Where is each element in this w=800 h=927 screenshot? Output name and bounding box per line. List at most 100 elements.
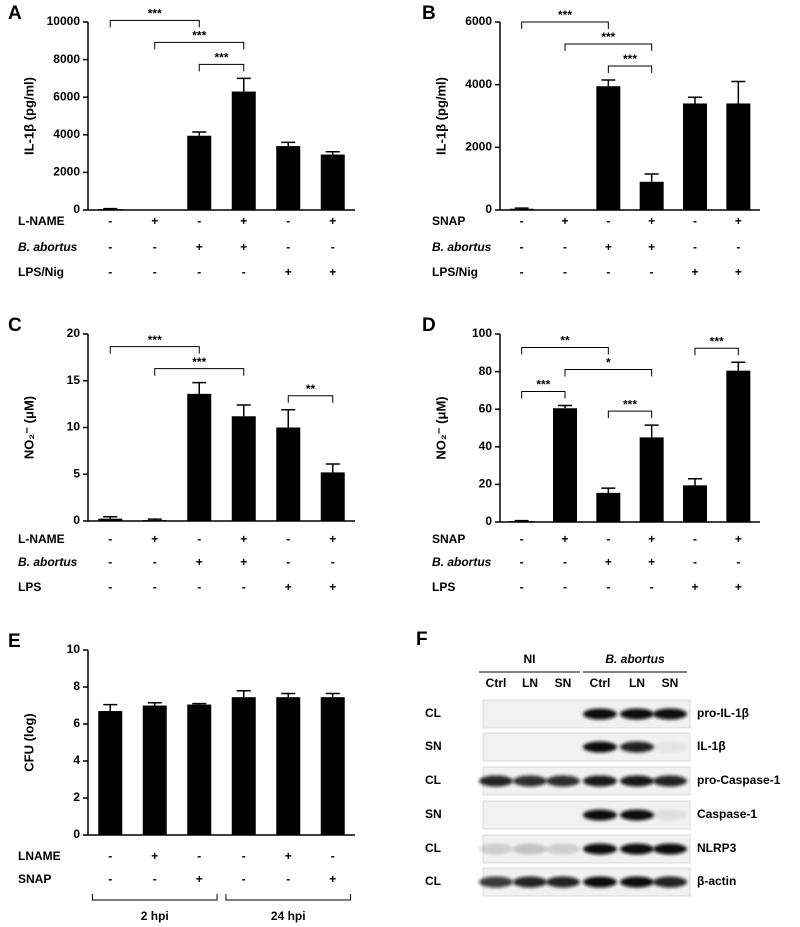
significance-bracket bbox=[694, 347, 739, 356]
condition-sign: + bbox=[285, 849, 292, 863]
y-tick-label: 60 bbox=[479, 401, 493, 415]
panel-label: F bbox=[416, 629, 428, 650]
blot-band bbox=[583, 708, 617, 720]
significance-label: *** bbox=[623, 397, 637, 411]
blot-band bbox=[513, 876, 547, 888]
condition-sign: + bbox=[329, 872, 336, 886]
condition-sign: + bbox=[240, 214, 247, 228]
blot-band bbox=[583, 809, 617, 821]
condition-sign: + bbox=[691, 265, 698, 279]
condition-sign: - bbox=[650, 580, 654, 594]
y-tick-label: 2000 bbox=[465, 140, 492, 154]
significance-bracket bbox=[109, 19, 200, 28]
significance-label: *** bbox=[558, 8, 572, 22]
y-axis-label: IL-1β (pg/ml) bbox=[21, 77, 36, 155]
significance-label: ** bbox=[306, 382, 316, 396]
group-bracket bbox=[91, 894, 218, 901]
y-tick-label: 40 bbox=[479, 439, 493, 453]
bar bbox=[639, 181, 664, 210]
blot-band bbox=[620, 741, 654, 753]
significance-label: *** bbox=[710, 334, 724, 348]
condition-sign: - bbox=[242, 849, 246, 863]
error-bar bbox=[192, 702, 207, 705]
condition-sign: + bbox=[151, 214, 158, 228]
blot-band bbox=[653, 843, 687, 855]
error-bar bbox=[147, 518, 162, 521]
bar bbox=[320, 697, 345, 835]
condition-sign: + bbox=[648, 240, 655, 254]
condition-sign: - bbox=[693, 240, 697, 254]
bar bbox=[142, 705, 167, 835]
condition-sign: - bbox=[108, 265, 112, 279]
condition-sign: + bbox=[329, 214, 336, 228]
panel-label: E bbox=[8, 631, 21, 652]
blot-band bbox=[513, 843, 547, 855]
error-bar bbox=[731, 361, 746, 371]
bar bbox=[98, 209, 123, 210]
condition-sign: - bbox=[197, 580, 201, 594]
condition-sign: - bbox=[108, 240, 112, 254]
error-bar bbox=[147, 701, 162, 706]
significance-bracket bbox=[521, 390, 566, 399]
condition-label: B. abortus bbox=[432, 555, 492, 569]
blot-band bbox=[479, 876, 513, 888]
lane-label: Ctrl bbox=[486, 676, 507, 690]
bar bbox=[276, 427, 301, 521]
condition-sign: + bbox=[240, 555, 247, 569]
y-tick-label: 6000 bbox=[465, 14, 492, 28]
significance-bracket bbox=[607, 410, 653, 419]
panel-label: C bbox=[8, 315, 22, 336]
blot-band bbox=[546, 843, 580, 855]
significance-label: * bbox=[606, 356, 611, 370]
error-bar bbox=[103, 703, 118, 712]
blot-band bbox=[479, 843, 513, 855]
blot-band bbox=[620, 775, 654, 787]
condition-sign: - bbox=[650, 265, 654, 279]
significance-bracket bbox=[607, 65, 653, 73]
protein-label: Caspase-1 bbox=[697, 807, 757, 821]
bar bbox=[726, 103, 751, 210]
error-bar bbox=[192, 381, 207, 394]
y-tick-label: 4 bbox=[73, 753, 80, 767]
condition-sign: - bbox=[153, 580, 157, 594]
fraction-label: CL bbox=[425, 706, 441, 720]
y-tick-label: 0 bbox=[73, 827, 80, 841]
condition-sign: - bbox=[197, 265, 201, 279]
fraction-label: CL bbox=[425, 773, 441, 787]
condition-sign: + bbox=[735, 214, 742, 228]
error-bar bbox=[514, 207, 529, 209]
significance-bracket bbox=[521, 346, 609, 355]
blot-band bbox=[653, 876, 687, 888]
significance-bracket bbox=[564, 43, 653, 51]
y-tick-label: 5 bbox=[73, 466, 80, 480]
protein-label: β-actin bbox=[697, 874, 736, 888]
condition-sign: - bbox=[520, 532, 524, 546]
bar bbox=[231, 91, 256, 210]
error-bar bbox=[236, 404, 251, 417]
blot-band bbox=[653, 708, 687, 720]
blot-band bbox=[653, 775, 687, 787]
condition-sign: - bbox=[736, 240, 740, 254]
condition-sign: - bbox=[153, 240, 157, 254]
condition-sign: - bbox=[606, 580, 610, 594]
significance-bracket bbox=[154, 41, 245, 50]
condition-sign: - bbox=[242, 580, 246, 594]
bar bbox=[596, 86, 621, 210]
lane-label: LN bbox=[522, 676, 538, 690]
blot-band bbox=[479, 775, 513, 787]
y-tick-label: 6 bbox=[73, 716, 80, 730]
condition-sign: - bbox=[286, 872, 290, 886]
y-axis-label: IL-1β (pg/ml) bbox=[433, 77, 448, 155]
bar bbox=[509, 208, 534, 210]
condition-label: SNAP bbox=[432, 214, 465, 228]
error-bar bbox=[731, 80, 746, 104]
condition-sign: + bbox=[648, 555, 655, 569]
condition-sign: - bbox=[693, 214, 697, 228]
condition-sign: - bbox=[286, 532, 290, 546]
bar bbox=[231, 416, 256, 521]
y-tick-label: 10 bbox=[67, 420, 81, 434]
significance-bracket bbox=[521, 21, 609, 29]
bar bbox=[276, 697, 301, 835]
lane-label: Ctrl bbox=[590, 676, 611, 690]
condition-sign: - bbox=[108, 849, 112, 863]
